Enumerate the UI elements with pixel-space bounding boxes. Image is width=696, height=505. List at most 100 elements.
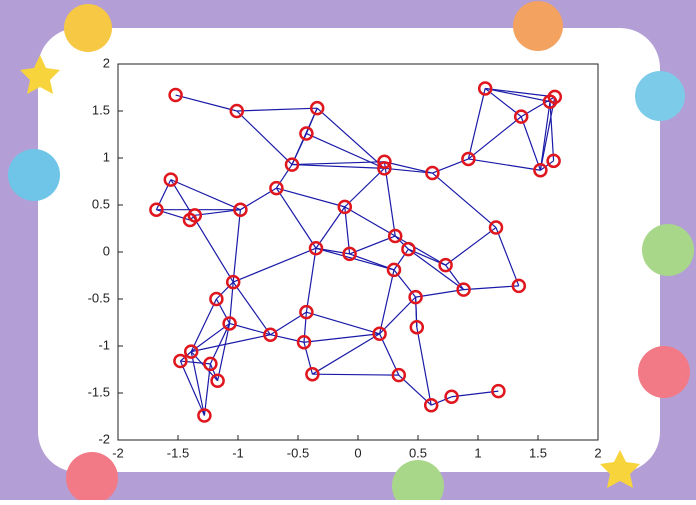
node [409,319,425,335]
plot-area [117,63,599,441]
edge [215,298,231,324]
edge [275,187,317,249]
node [187,208,203,223]
y-tick-label: -1 [98,337,110,352]
edge [315,247,395,271]
node [391,367,407,383]
x-tick-label: -2 [112,445,124,460]
node [511,278,527,294]
edge [451,390,499,398]
edge [191,334,271,353]
node [386,262,402,278]
decoration [642,224,694,276]
node [197,408,212,423]
node [547,89,563,105]
node [309,100,325,116]
node [263,327,278,342]
decoration [392,460,444,505]
edge [175,94,237,112]
node [425,165,440,181]
node [183,344,199,359]
x-tick-label: -1.5 [167,445,189,460]
edge [170,179,241,211]
edge [203,363,211,416]
edge [349,235,396,255]
edge [344,167,385,208]
decoration [66,452,118,504]
edge [316,107,385,169]
edge [209,323,231,365]
edge [275,164,293,189]
edge [217,323,231,381]
edge [379,333,400,376]
node [533,162,548,178]
node [387,228,403,244]
node [488,220,504,235]
node [269,180,284,196]
node [284,157,300,172]
y-tick-label: -0.5 [88,290,110,305]
edge [236,107,318,112]
node [372,326,387,342]
edge [232,281,271,336]
node [546,153,561,169]
y-tick-label: 0.5 [92,196,110,211]
edge [485,87,555,98]
node [308,240,324,256]
x-tick-label: -1 [232,445,244,460]
edge [379,269,395,334]
edge [416,327,432,406]
edge [467,88,486,160]
edge [306,311,380,335]
edge [190,351,205,416]
node [444,389,459,405]
x-tick-label: 0.5 [409,445,427,460]
decoration [513,1,563,51]
node [210,373,225,389]
edge [415,289,464,298]
edge [384,161,433,174]
edge [549,101,555,161]
edge [344,206,396,237]
node [229,103,245,119]
node [408,289,423,305]
node [377,161,392,176]
edge [468,116,522,160]
x-tick-label: 1.5 [529,445,547,460]
edge [276,187,345,208]
node [299,304,314,320]
node [168,87,183,103]
node [513,109,529,124]
node [149,202,164,217]
node [299,126,314,141]
edge [215,281,234,300]
edge [408,248,464,291]
edge [303,333,380,343]
node [305,366,320,382]
edge [432,172,497,229]
y-tick-label: -2 [98,431,110,446]
edge [170,179,234,283]
y-tick-label: 0 [103,243,110,258]
node [209,291,224,307]
edge [312,373,399,376]
x-tick-label: 1 [474,445,481,460]
x-tick-label: 2 [594,445,601,460]
edge [209,363,219,382]
edge [291,161,385,166]
y-tick-label: 2 [103,55,110,70]
edge [379,296,417,335]
edge [485,87,551,103]
node [296,334,312,350]
edge [179,360,205,416]
edge [291,163,385,169]
edge [384,167,433,174]
node [203,356,218,372]
x-tick-label: -0.5 [287,445,309,460]
edge [312,333,380,375]
y-tick-label: -1.5 [88,384,110,399]
edge [315,206,346,249]
decoration [638,346,690,398]
node [401,241,416,257]
